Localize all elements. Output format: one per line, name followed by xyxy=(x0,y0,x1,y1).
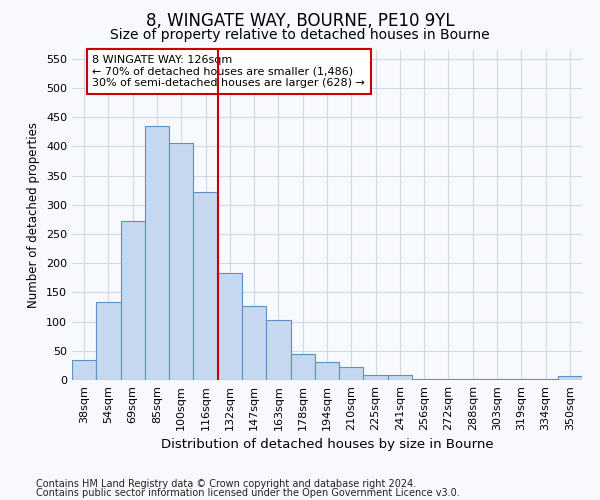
Bar xyxy=(461,379,485,380)
Bar xyxy=(436,379,461,380)
Y-axis label: Number of detached properties: Number of detached properties xyxy=(28,122,40,308)
Bar xyxy=(339,367,364,380)
Bar xyxy=(121,221,145,380)
Bar xyxy=(193,192,218,380)
Bar xyxy=(290,354,315,380)
Text: 8 WINGATE WAY: 126sqm
← 70% of detached houses are smaller (1,486)
30% of semi-d: 8 WINGATE WAY: 126sqm ← 70% of detached … xyxy=(92,55,365,88)
Text: Size of property relative to detached houses in Bourne: Size of property relative to detached ho… xyxy=(110,28,490,42)
Text: 8, WINGATE WAY, BOURNE, PE10 9YL: 8, WINGATE WAY, BOURNE, PE10 9YL xyxy=(146,12,454,30)
Text: Contains HM Land Registry data © Crown copyright and database right 2024.: Contains HM Land Registry data © Crown c… xyxy=(36,479,416,489)
Bar xyxy=(388,374,412,380)
Bar xyxy=(412,379,436,380)
Bar xyxy=(218,273,242,380)
Bar xyxy=(145,126,169,380)
Bar xyxy=(364,376,388,380)
Bar xyxy=(72,360,96,380)
Bar xyxy=(315,362,339,380)
Bar xyxy=(509,379,533,380)
Bar xyxy=(485,379,509,380)
Bar xyxy=(558,376,582,380)
Bar xyxy=(242,306,266,380)
Bar xyxy=(533,379,558,380)
Bar xyxy=(266,320,290,380)
X-axis label: Distribution of detached houses by size in Bourne: Distribution of detached houses by size … xyxy=(161,438,493,452)
Text: Contains public sector information licensed under the Open Government Licence v3: Contains public sector information licen… xyxy=(36,488,460,498)
Bar xyxy=(96,302,121,380)
Bar xyxy=(169,144,193,380)
